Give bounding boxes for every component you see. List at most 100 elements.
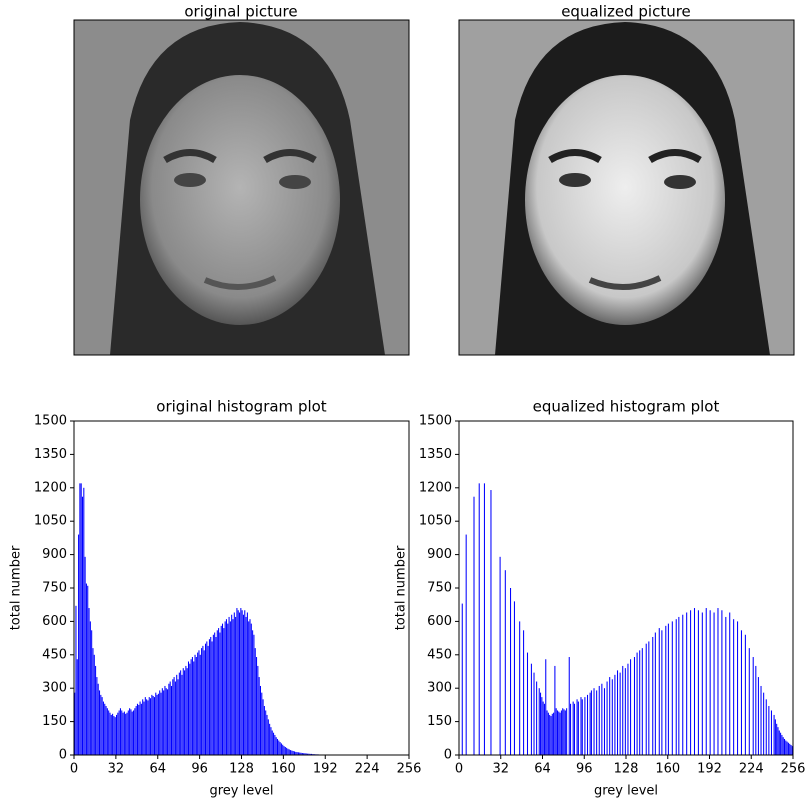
bar	[150, 698, 152, 755]
bar	[174, 681, 176, 755]
bar	[554, 665, 556, 755]
bar	[519, 621, 521, 755]
y-tick-label: 900	[427, 547, 452, 562]
bar	[606, 681, 608, 755]
bar	[690, 610, 692, 755]
bar	[218, 628, 220, 755]
bar	[215, 636, 217, 755]
axes-frame	[458, 420, 794, 756]
bar	[752, 657, 754, 755]
bar	[513, 601, 515, 755]
bar	[777, 727, 779, 755]
bar	[648, 641, 650, 755]
bar	[299, 752, 301, 755]
bar	[773, 714, 775, 755]
bar	[781, 734, 783, 755]
bar	[257, 665, 259, 755]
bar	[499, 556, 501, 755]
bar	[148, 697, 150, 755]
y-tick-label: 300	[427, 681, 452, 696]
bar	[483, 483, 485, 755]
bar	[143, 701, 145, 755]
bar	[616, 670, 619, 755]
bar	[291, 750, 293, 755]
bar	[581, 699, 583, 755]
bar	[274, 734, 276, 755]
bar	[193, 661, 195, 755]
bar	[763, 692, 765, 755]
bar	[678, 616, 680, 755]
bar	[614, 674, 616, 755]
bar	[211, 641, 213, 755]
bar	[176, 674, 178, 755]
x-tick-label: 128	[229, 762, 254, 777]
y-tick-label: 750	[427, 581, 452, 596]
bar	[526, 652, 529, 755]
bar	[590, 690, 592, 755]
bar	[249, 619, 251, 755]
bar	[263, 706, 265, 755]
bar	[198, 650, 200, 755]
bar	[173, 677, 175, 755]
bar	[593, 688, 595, 755]
bar	[542, 701, 544, 755]
bar	[778, 730, 780, 755]
bar	[562, 708, 564, 755]
bar	[155, 692, 157, 755]
bar	[113, 716, 115, 755]
bar	[789, 743, 791, 755]
bar	[123, 711, 125, 755]
bar	[195, 657, 197, 755]
bar	[220, 625, 222, 755]
bar	[748, 648, 750, 755]
bar	[177, 679, 179, 755]
bar	[165, 688, 167, 755]
bar	[658, 628, 660, 755]
x-tick-label: 256	[781, 762, 806, 777]
bar	[199, 654, 201, 755]
x-axis-label: grey level	[594, 784, 658, 799]
bar	[130, 709, 132, 755]
bar	[78, 534, 80, 755]
bar	[478, 483, 480, 755]
y-tick-label: 300	[42, 681, 67, 696]
bar	[760, 685, 762, 755]
bar	[300, 752, 302, 755]
bar	[127, 710, 129, 755]
bar	[245, 616, 247, 755]
y-tick-label: 1200	[419, 480, 452, 495]
bar	[212, 634, 214, 755]
bar	[584, 697, 586, 755]
bar	[652, 636, 654, 755]
bar	[87, 585, 89, 755]
x-tick-label: 64	[149, 762, 166, 777]
bar	[191, 657, 193, 755]
bar	[586, 694, 589, 755]
bar	[144, 697, 146, 755]
image-title: original picture	[184, 3, 297, 21]
bar	[461, 603, 463, 755]
x-tick-label: 224	[739, 762, 764, 777]
bar	[624, 668, 626, 755]
bar	[194, 654, 196, 755]
bar	[283, 746, 285, 755]
y-tick-label: 0	[59, 748, 67, 763]
x-tick-label: 32	[108, 762, 125, 777]
bar	[109, 712, 111, 755]
bar	[566, 708, 568, 755]
y-axis-label: total number	[394, 545, 409, 630]
bar	[284, 746, 286, 755]
bar	[546, 710, 548, 755]
bar	[288, 749, 290, 755]
bar	[295, 751, 297, 755]
y-tick-label: 150	[42, 714, 67, 729]
bar	[271, 730, 273, 755]
bar	[269, 723, 271, 755]
bar	[770, 710, 772, 755]
bar	[266, 714, 268, 755]
bar	[91, 630, 93, 755]
bar	[262, 699, 264, 755]
y-tick-label: 1350	[34, 447, 67, 462]
bar	[151, 694, 153, 755]
y-tick-label: 1050	[419, 514, 452, 529]
